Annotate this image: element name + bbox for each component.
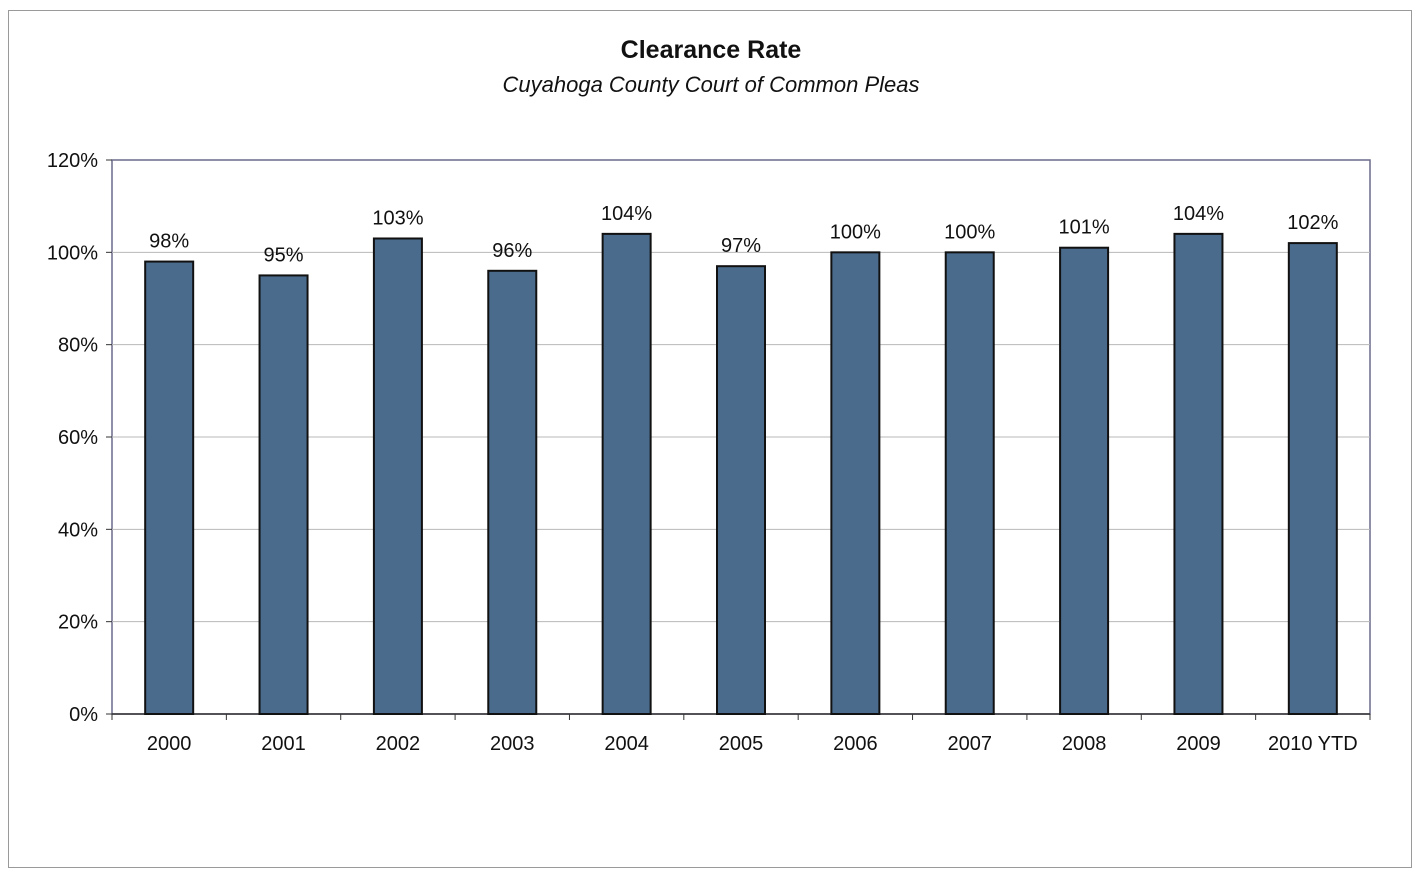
data-label: 103%	[372, 207, 423, 229]
data-label: 98%	[149, 231, 189, 253]
bar	[487, 269, 538, 715]
chart-title: Clearance Rate	[620, 36, 802, 64]
x-tick-label: 2006	[833, 733, 878, 755]
data-label: 100%	[830, 221, 881, 243]
bar	[258, 274, 309, 715]
y-tick-label: 40%	[58, 519, 98, 541]
data-label: 96%	[492, 240, 532, 262]
data-label: 101%	[1059, 217, 1110, 239]
data-label: 102%	[1287, 212, 1338, 234]
data-label: 97%	[721, 235, 761, 257]
x-tick-label: 2004	[604, 733, 649, 755]
x-tick-label: 2001	[261, 733, 306, 755]
x-tick-label: 2009	[1176, 733, 1221, 755]
x-tick-label: 2008	[1062, 733, 1107, 755]
x-tick-label: 2000	[147, 733, 192, 755]
y-tick-label: 100%	[47, 242, 98, 264]
bar	[601, 232, 652, 715]
data-label: 95%	[264, 244, 304, 266]
bar	[1173, 232, 1224, 715]
bar	[144, 260, 195, 715]
y-tick-label: 0%	[69, 704, 98, 726]
y-tick-label: 120%	[47, 150, 98, 172]
data-label: 104%	[1173, 203, 1224, 225]
data-label: 104%	[601, 203, 652, 225]
x-tick-label: 2007	[947, 733, 992, 755]
bar	[372, 237, 423, 715]
y-tick-label: 20%	[58, 612, 98, 634]
x-tick-label: 2002	[376, 733, 421, 755]
x-tick-label: 2005	[719, 733, 764, 755]
bar	[1059, 246, 1110, 715]
bar	[1287, 242, 1338, 715]
chart-subtitle: Cuyahoga County Court of Common Pleas	[502, 72, 920, 97]
x-tick-label: 2003	[490, 733, 535, 755]
bar	[944, 251, 995, 715]
y-tick-label: 60%	[58, 427, 98, 449]
y-tick-label: 80%	[58, 335, 98, 357]
data-label: 100%	[944, 221, 995, 243]
bar	[716, 265, 766, 715]
x-tick-label: 2010 YTD	[1268, 733, 1358, 755]
bar	[830, 251, 881, 715]
